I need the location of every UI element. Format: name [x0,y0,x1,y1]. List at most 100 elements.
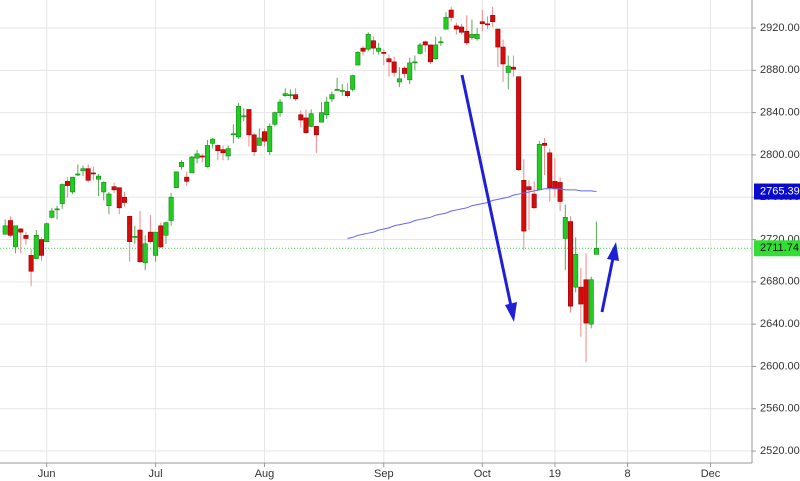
candle-body [495,28,501,48]
candle-body [490,15,496,22]
candle-body [355,52,361,66]
candle-body [28,255,34,272]
candle-body [246,109,252,136]
candle-body [308,113,314,127]
candle-body [267,126,273,153]
candle-body [204,145,210,167]
candle-body [70,176,76,193]
candle-body [49,210,55,218]
candle-body [282,93,288,97]
candle-body [251,134,257,153]
candle-body [319,112,325,123]
candle-body [64,181,70,186]
candle-body [147,231,153,242]
candle-body [18,228,24,233]
x-tick-label: Jul [149,468,163,480]
candle-body [531,193,537,209]
candle-body [536,144,542,191]
candle-body [516,76,522,171]
candle-body [54,208,60,211]
candle-body [210,138,216,144]
candle-body [142,243,148,264]
candle-body [469,34,475,38]
candle-body [344,91,350,97]
y-tick-label: 2800.00 [760,149,800,161]
candle-body [407,62,413,81]
candle-body [510,66,516,70]
candle-body [298,114,304,121]
candle-body [173,171,179,189]
ma-value-box [754,183,800,200]
candle-body [13,225,19,248]
candle-body [2,225,8,235]
candle-body [111,186,117,191]
candle-body [287,94,293,97]
y-tick-label: 2520.00 [760,445,800,457]
candle-body [277,101,283,113]
candle-body [236,105,242,138]
candle-body [127,215,133,242]
candle-body [573,254,579,288]
up-arrowhead [607,242,619,261]
candle-body [402,67,408,74]
candle-body [44,223,50,242]
candle-body [256,137,262,146]
candle-body [370,40,376,49]
annotation-arrows [460,74,619,322]
candle-body [547,152,553,189]
candle-body [101,182,107,193]
y-tick-label: 2640.00 [760,318,800,330]
candle-body [588,279,594,325]
down-arrow [460,74,513,307]
candle-body [80,168,86,172]
x-tick-label: 8 [624,468,630,480]
y-tick-label: 2560.00 [760,403,800,415]
candle-body [189,156,195,174]
candle-body [215,145,221,152]
candle-body [90,172,96,175]
candle-body [422,41,428,46]
candle-body [365,34,371,50]
candle-body [542,142,548,146]
x-tick-label: 19 [549,468,561,480]
candle-body [381,52,387,54]
candle-body [225,148,231,157]
candle-body [453,25,459,30]
candle-body [220,149,226,154]
candle-body [427,44,433,63]
candle-body [557,182,563,202]
candle-body [230,133,236,136]
y-tick-label: 2600.00 [760,360,800,372]
candle-body [137,229,143,263]
candle-body [500,46,506,65]
last-price-label: 2711.74 [760,242,799,254]
candle-body [412,61,418,64]
candle-body [153,231,159,256]
candle-body [168,196,174,221]
candle-body [459,26,465,33]
x-tick-label: Oct [474,468,491,480]
candle-body [438,41,444,44]
y-tick-label: 2880.00 [760,64,800,76]
candle-body [443,17,449,30]
up-arrow [600,257,615,313]
y-tick-label: 2680.00 [760,276,800,288]
candle-body [23,235,29,239]
candle-body [96,175,102,180]
candle-body [433,44,439,59]
candle-body [417,44,423,54]
candle-body [474,34,480,39]
candle-body [106,193,112,206]
candle-body [241,115,247,118]
candle-body [7,220,13,236]
candle-body [350,75,356,90]
x-tick-label: Dec [701,468,721,480]
candle-body [552,181,558,190]
candle-body [163,222,169,236]
x-tick-label: Aug [255,468,275,480]
ma-value-label: 2765.39 [760,185,800,197]
candle-body [339,90,345,92]
moving-average-line [347,188,597,239]
candle-body [194,153,200,159]
